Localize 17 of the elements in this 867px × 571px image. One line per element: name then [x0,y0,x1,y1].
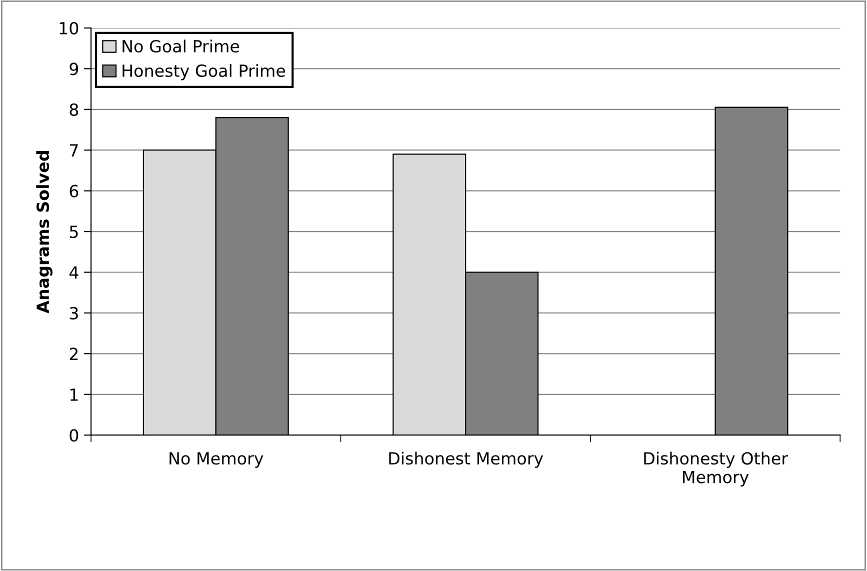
x-tick-label: Dishonest Memory [389,452,544,468]
y-tick-label: 8 [70,103,78,116]
y-tick-label: 5 [70,226,78,238]
y-tick-label: 0 [70,429,78,442]
y-tick-label: 4 [69,266,78,279]
y-tick-label: 2 [70,348,78,360]
y-axis-title: Anagrams Solved [36,151,52,314]
legend-label: No Goal Prime [122,40,240,53]
y-tick-label: 6 [70,184,78,198]
y-tick-label: 3 [70,306,78,320]
y-tick-label: 9 [70,62,78,76]
y-tick-label: 1 [70,388,78,401]
x-tick-label: No Memory [170,452,264,468]
y-tick-label: 10 [60,22,78,35]
x-tick-label: Dishonesty Other Memory [644,452,788,487]
legend-label: Honesty Goal Prime [122,64,286,80]
y-tick-label: 7 [70,144,78,156]
